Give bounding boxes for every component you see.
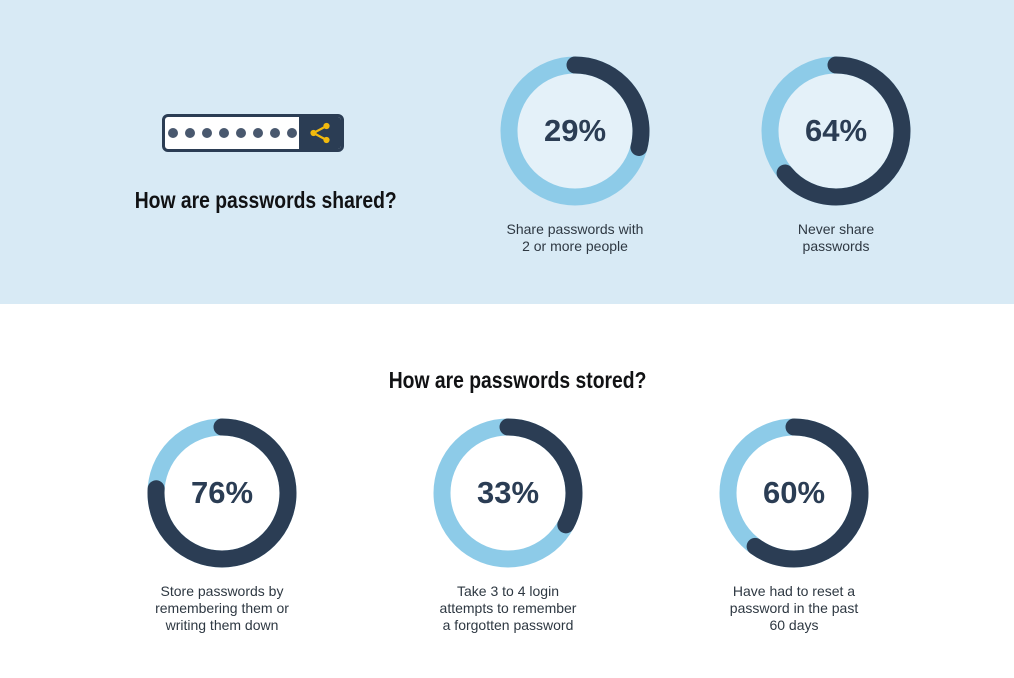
password-dot [269, 128, 280, 138]
donut-chart-remember-or-write: 76% [147, 418, 297, 568]
password-input-illustration [162, 114, 344, 152]
password-dot [286, 128, 297, 138]
password-dot [235, 128, 246, 138]
caption-line: a forgotten password [442, 617, 574, 633]
donut-value-label: 33% [476, 475, 540, 510]
caption-line: Share passwords with [506, 221, 644, 237]
caption-line: 60 days [769, 617, 819, 633]
caption-line: password in the past [729, 600, 859, 616]
caption-line: Take 3 to 4 login [457, 583, 559, 599]
share-button [299, 117, 341, 149]
share-icon [310, 122, 330, 144]
donut-caption: Have had to reset a password in the past… [684, 583, 904, 634]
caption-line: Never share [797, 221, 875, 237]
password-dot [218, 128, 229, 138]
password-dot [184, 128, 195, 138]
caption-line: Have had to reset a [732, 583, 856, 599]
section-title-shared: How are passwords shared? [134, 187, 397, 214]
donut-value-label: 64% [804, 113, 868, 148]
donut-caption: Share passwords with 2 or more people [465, 221, 685, 255]
caption-line: attempts to remember [439, 600, 577, 616]
caption-line: remembering them or [155, 600, 289, 616]
donut-ring [433, 418, 583, 568]
caption-line: writing them down [165, 617, 279, 633]
donut-caption: Store passwords by remembering them or w… [112, 583, 332, 634]
donut-caption: Never share passwords [726, 221, 946, 255]
donut-ring [719, 418, 869, 568]
donut-chart-never-share: 64% [761, 56, 911, 206]
caption-line: passwords [802, 238, 870, 254]
section-title-stored: How are passwords stored? [388, 367, 647, 394]
donut-chart-reset-password: 60% [719, 418, 869, 568]
donut-ring [761, 56, 911, 206]
shared-section: How are passwords shared? 29% Share pass… [0, 0, 1014, 304]
donut-value-label: 60% [762, 475, 826, 510]
password-dot [201, 128, 212, 138]
donut-value-label: 29% [543, 113, 607, 148]
caption-line: Store passwords by [160, 583, 284, 599]
password-dots [165, 117, 299, 149]
donut-chart-share-2-or-more: 29% [500, 56, 650, 206]
caption-line: 2 or more people [522, 238, 628, 254]
donut-value-label: 76% [190, 475, 254, 510]
donut-ring [147, 418, 297, 568]
donut-caption: Take 3 to 4 login attempts to remember a… [398, 583, 618, 634]
donut-ring [500, 56, 650, 206]
donut-chart-login-attempts: 33% [433, 418, 583, 568]
password-dot [252, 128, 263, 138]
password-dot [167, 128, 178, 138]
